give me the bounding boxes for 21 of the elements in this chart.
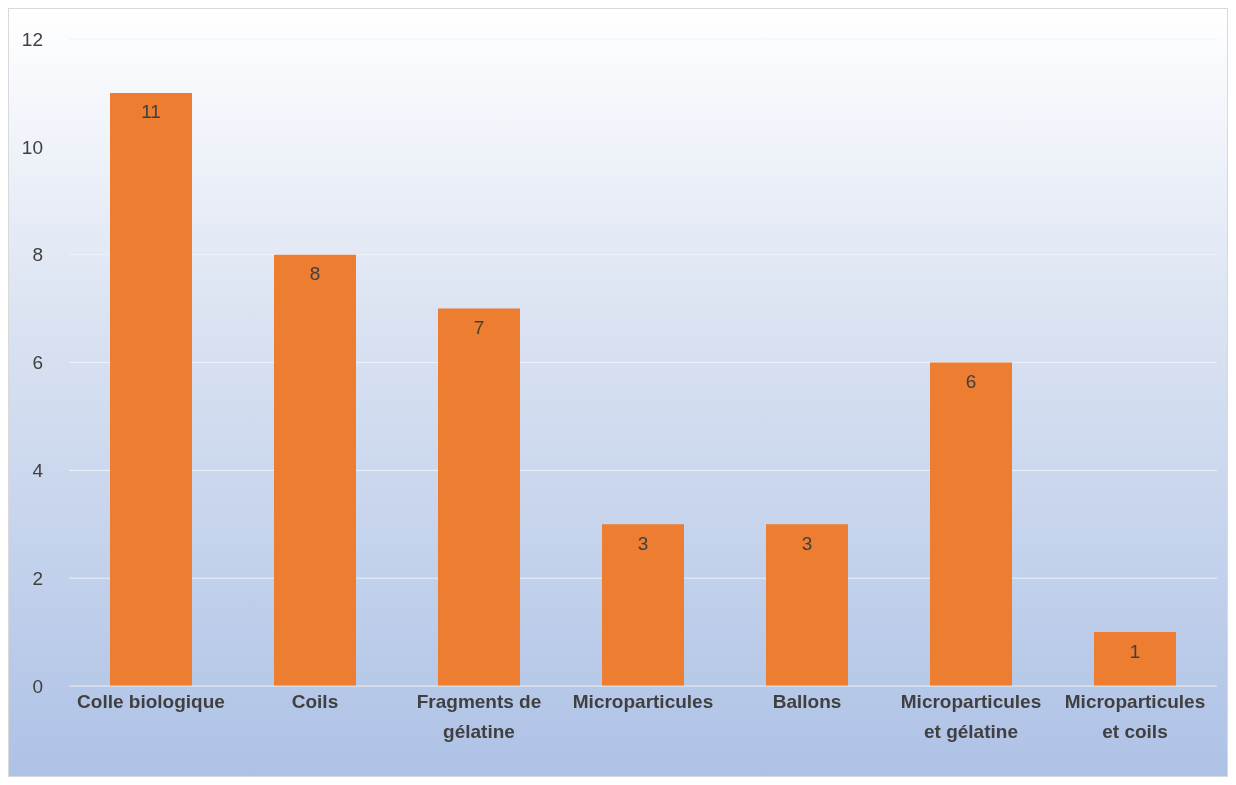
data-label: 7 — [473, 317, 485, 339]
y-tick-label: 6 — [32, 352, 43, 374]
x-tick-label: Colle biologique — [77, 691, 225, 712]
y-tick-label: 2 — [32, 567, 43, 589]
x-tick-label: Microparticules — [572, 691, 714, 712]
x-tick-label: Coils — [291, 691, 339, 712]
data-label: 3 — [801, 532, 813, 554]
x-tick-label: Microparticules et gélatine — [900, 691, 1042, 742]
y-tick-label: 0 — [32, 675, 43, 697]
data-label: 1 — [1129, 640, 1141, 662]
data-label: 8 — [309, 263, 321, 285]
x-tick-label: Ballons — [772, 691, 842, 712]
x-tick-label: Fragments de gélatine — [416, 691, 542, 742]
data-label: 11 — [141, 101, 161, 123]
y-tick-label: 10 — [21, 136, 43, 158]
x-tick-label: Microparticules et coils — [1064, 691, 1206, 742]
data-label: 6 — [965, 370, 977, 392]
data-label: 3 — [637, 532, 649, 554]
y-tick-label: 12 — [21, 28, 43, 50]
y-tick-label: 4 — [32, 460, 44, 482]
y-tick-label: 8 — [32, 244, 43, 266]
